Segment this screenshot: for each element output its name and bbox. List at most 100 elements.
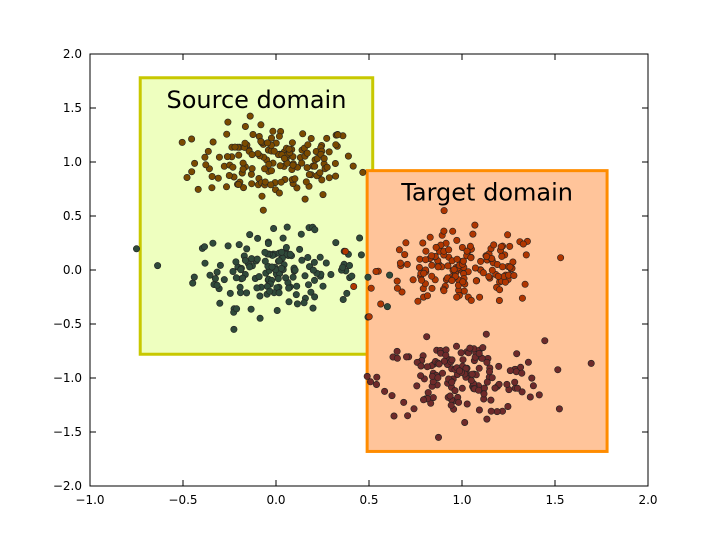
data-point [275, 189, 283, 197]
data-point [415, 263, 423, 271]
data-point [504, 402, 512, 410]
data-point [269, 127, 277, 135]
data-point [554, 366, 562, 374]
data-point [268, 263, 276, 271]
data-point [323, 134, 331, 142]
data-point [477, 257, 485, 265]
data-point [494, 272, 502, 280]
data-point [419, 396, 427, 404]
data-point [449, 227, 457, 235]
data-point [372, 267, 380, 275]
data-point [316, 253, 324, 261]
data-point [311, 293, 319, 301]
data-point [495, 362, 503, 370]
data-point [476, 293, 484, 301]
data-point [270, 225, 278, 233]
data-point [261, 257, 269, 265]
data-point [483, 358, 491, 366]
data-point [506, 263, 514, 271]
data-point [400, 398, 408, 406]
data-point [446, 392, 454, 400]
data-point [239, 159, 247, 167]
data-point [310, 276, 318, 284]
data-point [496, 286, 504, 294]
data-point [383, 303, 391, 311]
data-point [442, 351, 450, 359]
x-tick-label: −1.0 [75, 493, 104, 507]
region-source [138, 76, 375, 356]
data-point [513, 384, 521, 392]
data-point [357, 251, 365, 259]
data-point [214, 174, 222, 182]
data-point [404, 412, 412, 420]
data-point [213, 268, 221, 276]
data-point [480, 390, 488, 398]
data-point [277, 264, 285, 272]
data-point [235, 241, 243, 249]
data-point [348, 272, 356, 280]
domain-labels: Source domain Target domain [166, 86, 572, 207]
data-point [458, 244, 466, 252]
data-point [332, 172, 340, 180]
data-point [289, 273, 297, 281]
data-point [318, 176, 326, 184]
data-point [224, 118, 232, 126]
data-point [410, 405, 418, 413]
data-point [519, 240, 527, 248]
region-label-source: Source domain [166, 86, 346, 114]
data-point [488, 374, 496, 382]
data-point [223, 153, 231, 161]
y-tick-label: −1.5 [53, 425, 82, 439]
data-point [191, 159, 199, 167]
data-point [319, 191, 327, 199]
data-point [388, 392, 396, 400]
data-point [381, 387, 389, 395]
data-point [229, 163, 237, 171]
data-point [487, 407, 495, 415]
y-tick-label: 0.5 [63, 209, 82, 223]
data-point [216, 299, 224, 307]
data-point [364, 273, 372, 281]
data-point [323, 163, 331, 171]
data-point [475, 406, 483, 414]
data-point [344, 152, 352, 160]
data-point [263, 139, 271, 147]
data-point [423, 292, 431, 300]
data-point [292, 291, 300, 299]
data-point [428, 252, 436, 260]
data-point [343, 289, 351, 297]
data-point [453, 293, 461, 301]
data-point [359, 168, 367, 176]
data-point [414, 297, 422, 305]
data-point [208, 173, 216, 181]
data-point [503, 380, 511, 388]
data-point [201, 153, 209, 161]
data-point [450, 266, 458, 274]
data-point [257, 121, 265, 129]
data-point [291, 175, 299, 183]
data-point [190, 273, 198, 281]
data-point [309, 266, 317, 274]
data-point [471, 264, 479, 272]
data-point [267, 167, 275, 175]
data-point [248, 180, 256, 188]
y-tick-label: 2.0 [63, 47, 82, 61]
y-axis-ticks: −2.0 −1.5 −1.0 −0.5 0.0 0.5 1.0 1.5 2.0 [53, 47, 648, 493]
data-point [339, 263, 347, 271]
data-point [261, 248, 269, 256]
data-point [267, 181, 275, 189]
data-point [467, 296, 475, 304]
x-tick-label: 1.5 [545, 493, 564, 507]
data-point [345, 261, 353, 269]
data-point [211, 275, 219, 283]
data-point [194, 185, 202, 193]
data-point [304, 141, 312, 149]
data-point [475, 386, 483, 394]
data-point [282, 274, 290, 282]
data-point [424, 389, 432, 397]
data-point [413, 382, 421, 390]
data-point [283, 223, 291, 231]
data-point [239, 274, 247, 282]
data-point [529, 382, 537, 390]
